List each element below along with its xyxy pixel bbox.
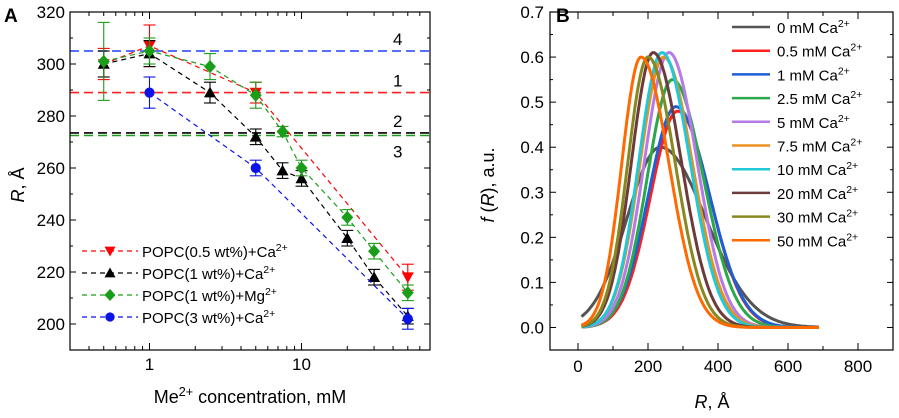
data-point — [341, 210, 354, 224]
legend-marker — [104, 267, 116, 278]
legend-label: 1 mM Ca2+ — [777, 65, 850, 84]
data-point — [341, 232, 354, 243]
data-point — [295, 161, 308, 175]
legend-label: POPC(3 wt%)+Ca2+ — [142, 308, 275, 327]
legend-label: 0.5 mM Ca2+ — [777, 42, 862, 61]
y-tick-label: 220 — [37, 263, 65, 282]
y-tick-label: 0.0 — [520, 318, 544, 337]
legend-label: 2.5 mM Ca2+ — [777, 89, 862, 108]
y-tick-label: 0.7 — [520, 3, 544, 22]
y-tick-label: 320 — [37, 3, 65, 22]
data-point — [368, 244, 381, 258]
distribution-curve-9 — [580, 55, 819, 329]
x-tick-label: 10 — [292, 355, 311, 374]
x-tick-label: 400 — [704, 357, 732, 376]
legend-label: 7.5 mM Ca2+ — [777, 137, 862, 156]
data-point — [203, 86, 216, 98]
y-axis-label: f (R), a.u. — [478, 147, 498, 222]
x-tick-label: 200 — [634, 357, 662, 376]
data-point — [143, 44, 156, 58]
y-tick-label: 240 — [37, 211, 65, 230]
data-point — [276, 164, 289, 176]
y-tick-label: 260 — [37, 159, 65, 178]
panel-a-plot: 4 1 2 3 200 220 240 260 280 300 320 1 10 Me2+ concent… — [8, 3, 431, 407]
legend-label: 20 mM Ca2+ — [777, 184, 858, 203]
legend-marker — [105, 312, 115, 322]
reference-line-label-4: 4 — [393, 30, 402, 49]
data-point — [203, 60, 216, 74]
y-tick-label: 280 — [37, 107, 65, 126]
x-axis-label: R, Å — [694, 392, 729, 412]
legend-marker — [104, 246, 116, 257]
data-point — [295, 172, 308, 184]
legend-label: 10 mM Ca2+ — [777, 160, 858, 179]
data-point — [276, 125, 289, 139]
y-axis-label: R, Å — [8, 167, 28, 202]
reference-line-label-3: 3 — [393, 143, 402, 162]
data-point — [144, 87, 155, 98]
y-tick-label: 300 — [37, 55, 65, 74]
panel-a-frame — [69, 11, 431, 351]
legend-label: 0 mM Ca2+ — [777, 18, 850, 37]
x-tick-label: 1 — [145, 355, 154, 374]
legend-label: 50 mM Ca2+ — [777, 231, 858, 250]
legend-label: POPC(0.5 wt%)+Ca2+ — [142, 242, 288, 261]
y-tick-label: 0.4 — [520, 138, 544, 157]
y-tick-label: 0.6 — [520, 48, 544, 67]
data-point — [402, 313, 413, 324]
data-point — [368, 271, 381, 282]
data-point — [250, 162, 261, 174]
y-tick-label: 0.3 — [520, 183, 544, 202]
legend-label: POPC(1 wt%)+Ca2+ — [142, 264, 275, 283]
data-point — [401, 286, 414, 300]
x-axis-label: Me2+ concentration, mM — [154, 385, 346, 407]
y-tick-label: 0.5 — [520, 93, 544, 112]
legend-marker — [104, 288, 116, 302]
data-point — [249, 130, 262, 142]
x-tick-label: 600 — [774, 357, 802, 376]
legend-label: 30 mM Ca2+ — [777, 208, 858, 227]
legend-label: 5 mM Ca2+ — [777, 113, 850, 132]
panel-b-frame — [549, 11, 894, 351]
reference-line-label-2: 2 — [393, 112, 402, 131]
data-point — [249, 88, 262, 102]
x-tick-label: 800 — [844, 357, 872, 376]
panel-a-letter: A — [4, 6, 18, 27]
y-tick-label: 200 — [37, 315, 65, 334]
data-point — [97, 54, 110, 68]
y-tick-label: 0.1 — [520, 273, 544, 292]
panel-b-letter: B — [556, 6, 570, 27]
x-tick-label: 0 — [573, 357, 582, 376]
y-tick-label: 0.2 — [520, 228, 544, 247]
panel-b-plot: 0.0 0.1 0.2 0.3 0.4 0.5 0.6 0.7 0 200 400 600 800 R, … — [478, 3, 894, 412]
legend-label: POPC(1 wt%)+Mg2+ — [142, 286, 277, 305]
reference-line-label-1: 1 — [393, 72, 402, 91]
data-point — [401, 272, 414, 284]
